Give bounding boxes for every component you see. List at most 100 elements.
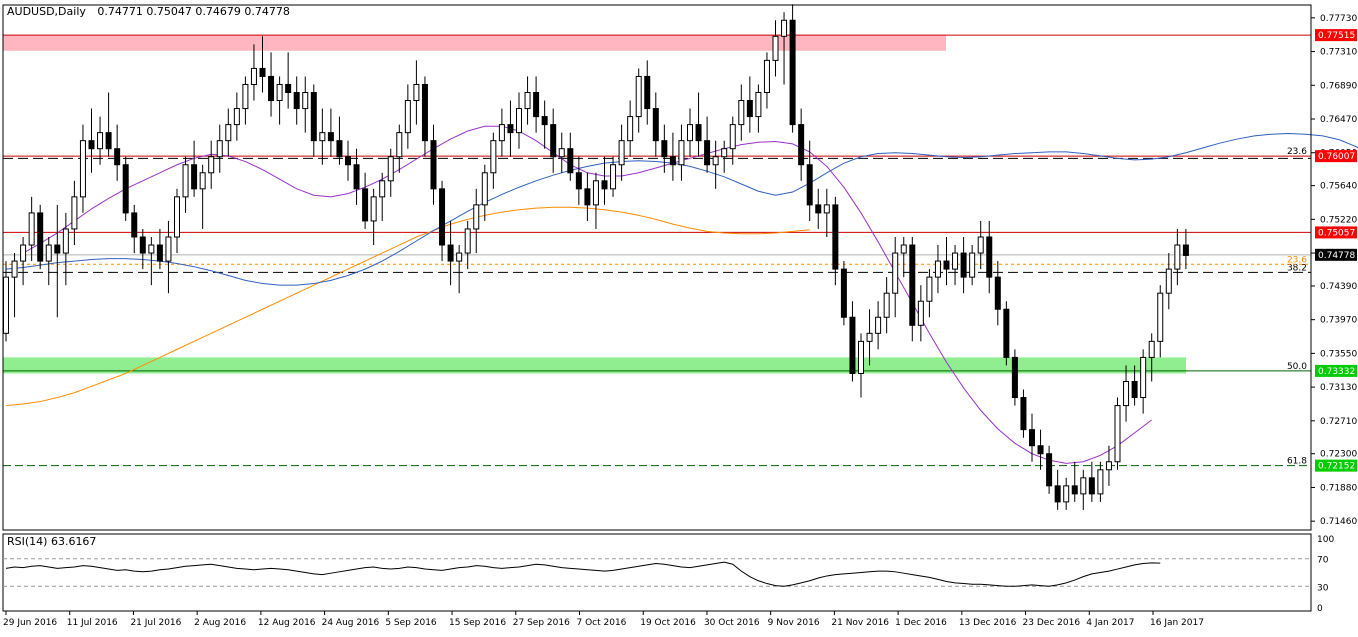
candle-body-54 <box>464 228 471 254</box>
candle-body-28 <box>242 83 249 110</box>
candle-body-68 <box>584 188 591 206</box>
candle-body-59 <box>507 124 514 134</box>
candle-body-9 <box>79 140 86 198</box>
time-tick-label-5: 24 Aug 2016 <box>322 618 380 628</box>
candle-body-37 <box>319 132 326 142</box>
candle-body-15 <box>131 212 138 238</box>
candle-body-103 <box>883 292 890 318</box>
candle-body-51 <box>439 188 446 246</box>
candle-body-113 <box>969 252 976 278</box>
rsi-tick-100: 100 <box>1317 535 1334 545</box>
candle-body-72 <box>618 140 625 166</box>
candle-body-84 <box>721 148 728 158</box>
candle-body-90 <box>772 35 779 61</box>
candle-body-121 <box>1037 445 1044 455</box>
candle-body-133 <box>1140 356 1147 399</box>
candle-body-110 <box>943 260 950 270</box>
support-zone <box>3 357 1186 374</box>
candle-body-11 <box>97 132 104 150</box>
level-77515-tag-bg <box>1315 29 1357 42</box>
symbol-label: AUDUSD,Daily <box>7 5 86 18</box>
candle-body-98 <box>840 268 847 318</box>
candle-body-7 <box>62 228 69 254</box>
rsi-layer: 100 70 30 0 <box>3 535 1334 614</box>
candle-body-50 <box>430 140 437 190</box>
candle-body-53 <box>456 252 463 262</box>
candle-body-6 <box>54 244 61 254</box>
level-72152-tag-text: 0.72152 <box>1318 462 1355 472</box>
candle-body-34 <box>293 92 300 110</box>
candle-body-52 <box>447 244 454 262</box>
candle-body-20 <box>174 196 180 238</box>
candle-body-65 <box>558 148 565 158</box>
candle-body-55 <box>473 204 480 230</box>
candle-body-58 <box>498 124 505 142</box>
candle-body-35 <box>302 92 309 110</box>
candle-body-101 <box>866 332 873 342</box>
time-tick-label-8: 27 Sep 2016 <box>513 618 570 628</box>
rsi-tick-70: 70 <box>1317 556 1329 566</box>
candle-body-92 <box>789 19 796 126</box>
time-tick-label-1: 11 Jul 2016 <box>67 618 118 628</box>
candle-body-57 <box>490 140 497 174</box>
price-tick-label-0.77730: 0.77730 <box>1320 14 1357 24</box>
time-tick-label-18: 16 Jan 2017 <box>1150 618 1204 628</box>
candle-body-60 <box>516 108 522 134</box>
candle-body-45 <box>387 156 394 182</box>
candle-body-19 <box>165 236 172 262</box>
resistance-zone <box>3 34 946 51</box>
candle-body-129 <box>1105 461 1112 471</box>
chart-header: AUDUSD,Daily 0.74771 0.75047 0.74679 0.7… <box>7 5 290 18</box>
main-panel-frame <box>2 4 1312 531</box>
candle-body-78 <box>669 156 676 166</box>
price-tick-label-0.71880: 0.71880 <box>1320 483 1357 493</box>
price-tick-label-0.74390: 0.74390 <box>1320 282 1357 292</box>
candle-body-63 <box>541 116 548 126</box>
candle-body-89 <box>763 59 770 93</box>
price-tick-label-0.77310: 0.77310 <box>1320 48 1357 58</box>
candle-body-46 <box>396 132 403 158</box>
price-tick-label-0.71460: 0.71460 <box>1320 517 1357 527</box>
level-73332-tag-text: 0.73332 <box>1318 367 1355 377</box>
candle-body-44 <box>379 180 386 198</box>
candle-body-107 <box>917 300 924 326</box>
rsi-label: RSI(14) 63.6167 <box>7 535 96 548</box>
candle-body-93 <box>798 124 805 166</box>
candle-body-94 <box>806 164 813 206</box>
level-75057-tag-bg <box>1315 226 1357 239</box>
price-tick-label-0.73130: 0.73130 <box>1320 383 1357 393</box>
candle-body-108 <box>926 276 933 302</box>
current-price-tag-text: 0.74778 <box>1318 251 1355 261</box>
candle-body-32 <box>276 83 283 102</box>
candle-body-22 <box>191 164 198 190</box>
candle-body-12 <box>105 132 112 150</box>
candle-body-115 <box>986 236 993 278</box>
candle-body-134 <box>1148 340 1155 358</box>
candle-body-119 <box>1020 397 1027 431</box>
candle-body-13 <box>114 148 121 166</box>
candle-body-5 <box>45 244 52 262</box>
candle-body-33 <box>285 83 292 94</box>
candle-body-47 <box>404 100 411 134</box>
candle-body-62 <box>533 92 540 118</box>
price-tick-label-0.72710: 0.72710 <box>1320 417 1357 427</box>
candle-body-61 <box>524 92 531 110</box>
time-tick-label-3: 2 Aug 2016 <box>194 618 246 628</box>
sma-orange-line <box>5 206 810 407</box>
price-tick-label-0.76470: 0.76470 <box>1320 115 1357 125</box>
candle-body-82 <box>704 140 711 166</box>
level-73332-tag-bg <box>1315 364 1357 377</box>
candle-body-76 <box>652 108 659 142</box>
zones-layer <box>3 34 1186 374</box>
fib-dashed-label-1: 38.2 <box>1287 263 1307 273</box>
level-76007-fib-label: 23.6 <box>1287 147 1307 157</box>
rsi-tick-0: 0 <box>1317 604 1323 614</box>
rsi-tick-30: 30 <box>1317 583 1329 593</box>
candle-body-29 <box>250 67 257 85</box>
candle-body-136 <box>1165 268 1172 294</box>
candle-body-88 <box>755 92 762 118</box>
candle-body-2 <box>20 244 27 262</box>
candle-body-14 <box>122 164 129 214</box>
candle-body-36 <box>310 92 317 142</box>
